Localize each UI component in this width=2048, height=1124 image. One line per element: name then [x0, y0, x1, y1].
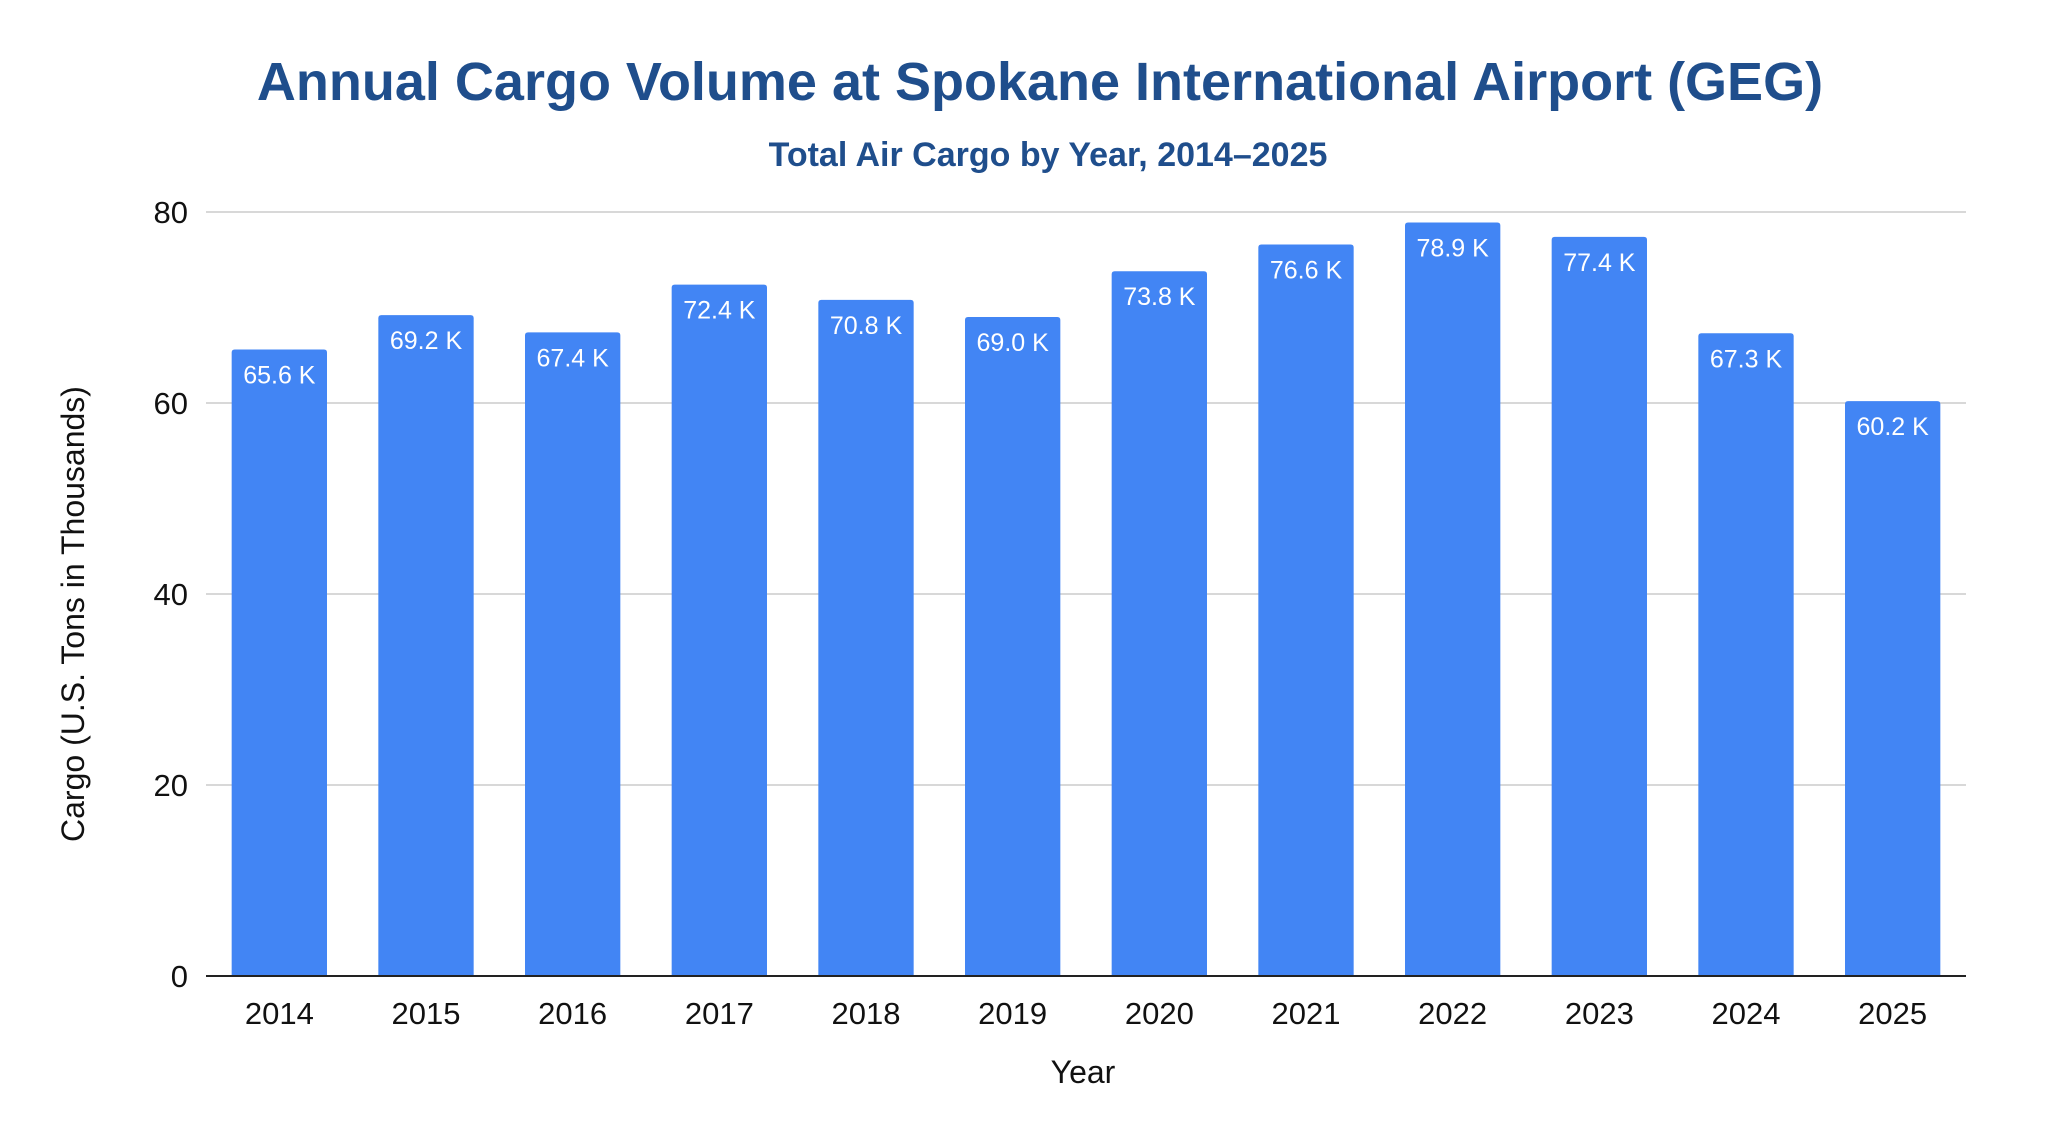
data-label-2018: 70.8 K: [830, 312, 903, 340]
x-tick-label: 2019: [978, 996, 1047, 1031]
x-tick-label: 2020: [1125, 996, 1194, 1031]
bar-2025: [1845, 401, 1941, 977]
data-label-2022: 78.9 K: [1417, 235, 1490, 263]
x-axis-label: Year: [1051, 1054, 1116, 1090]
data-label-2019: 69.0 K: [977, 329, 1050, 357]
bars: [231, 222, 1941, 977]
bar-2024: [1698, 333, 1794, 976]
bar-2018: [818, 299, 914, 976]
bar-2015: [378, 315, 474, 976]
x-tick-label: 2021: [1272, 996, 1341, 1031]
y-axis-label: Cargo (U.S. Tons in Thousands): [55, 386, 91, 842]
data-label-2016: 67.4 K: [537, 344, 610, 372]
x-axis-ticks: 2014 2015 2016 2017 2018 2019 2020 2021 2022 2023…: [245, 996, 1927, 1031]
bar-2021: [1258, 244, 1354, 977]
data-label-2023: 77.4 K: [1563, 249, 1636, 277]
data-label-2015: 69.2 K: [390, 327, 463, 355]
data-label-2021: 76.6 K: [1270, 256, 1343, 284]
data-label-2017: 72.4 K: [683, 297, 756, 325]
x-tick-label: 2016: [538, 996, 607, 1031]
x-tick-label: 2014: [245, 996, 314, 1031]
x-tick-label: 2024: [1712, 996, 1781, 1031]
y-tick-label: 80: [154, 195, 188, 230]
data-label-2025: 60.2 K: [1857, 413, 1930, 441]
y-tick-label: 60: [154, 386, 188, 421]
bar-2017: [671, 284, 767, 977]
data-label-2014: 65.6 K: [243, 362, 316, 390]
bar-2019: [965, 317, 1061, 976]
x-tick-label: 2018: [832, 996, 901, 1031]
x-tick-label: 2022: [1418, 996, 1487, 1031]
y-tick-label: 40: [154, 577, 188, 612]
bar-2020: [1111, 271, 1207, 977]
y-tick-label: 20: [154, 768, 188, 803]
bar-2023: [1551, 236, 1647, 976]
bar-2022: [1405, 222, 1501, 976]
y-tick-label: 0: [171, 959, 188, 994]
gridlines: [206, 211, 1966, 786]
chart-title: Annual Cargo Volume at Spokane Internati…: [257, 52, 1823, 112]
x-tick-label: 2017: [685, 996, 754, 1031]
bar-2016: [525, 332, 621, 977]
bar-2014: [231, 349, 327, 976]
data-labels: 65.6 K 69.2 K 67.4 K 72.4 K 70.8 K 69.0 K 73.8…: [243, 235, 1929, 442]
x-tick-label: 2025: [1858, 996, 1927, 1031]
data-label-2024: 67.3 K: [1710, 345, 1783, 373]
data-label-2020: 73.8 K: [1123, 283, 1196, 311]
chart-subtitle: Total Air Cargo by Year, 2014–2025: [769, 136, 1328, 174]
y-axis-ticks: 0 20 40 60 80: [154, 195, 188, 994]
x-tick-label: 2015: [392, 996, 461, 1031]
x-tick-label: 2023: [1565, 996, 1634, 1031]
